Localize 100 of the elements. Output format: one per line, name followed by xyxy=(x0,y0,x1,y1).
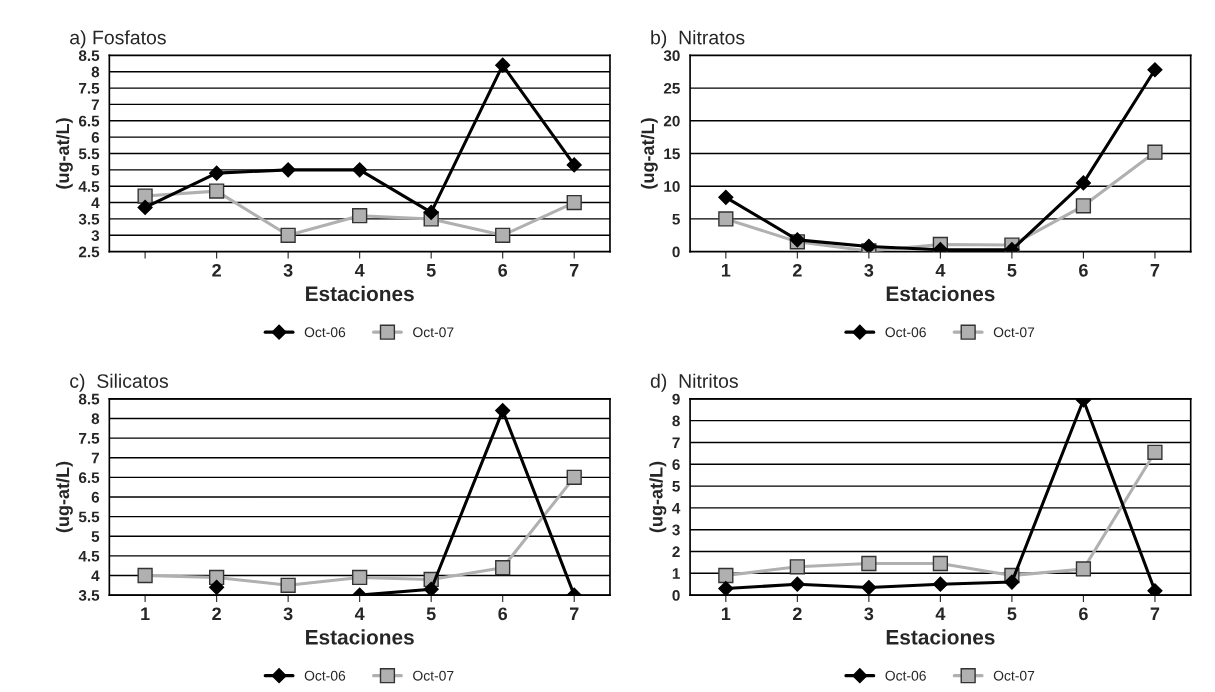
y-tick-label: 4 xyxy=(91,570,100,582)
point xyxy=(718,567,734,584)
chart-title: c) Silicatos xyxy=(70,373,168,392)
point xyxy=(1147,144,1163,160)
point xyxy=(861,579,877,596)
y-tick-label: 8.5 xyxy=(78,393,100,405)
x-tick-label: 7 xyxy=(569,607,579,621)
y-axis-title: (ug-at/L) xyxy=(55,461,73,533)
y-tick-label: 6 xyxy=(91,491,100,503)
legend-label: Oct-06 xyxy=(304,670,346,681)
y-tick-label: 8 xyxy=(91,413,100,425)
y-axis-title: (ug-at/L) xyxy=(55,118,73,189)
x-axis-title: Estaciones xyxy=(306,629,414,645)
point xyxy=(789,559,805,575)
x-tick-label: 6 xyxy=(1079,263,1088,277)
y-tick-label: 8 xyxy=(672,415,680,427)
x-tick-label: 2 xyxy=(212,263,221,277)
x-tick-label: 4 xyxy=(354,607,365,621)
point xyxy=(1075,198,1092,214)
point xyxy=(352,162,368,178)
point xyxy=(718,189,734,205)
y-tick-label: 8 xyxy=(91,66,100,78)
x-axis-title: Estaciones xyxy=(886,629,995,645)
x-tick-label: 2 xyxy=(212,607,221,621)
x-tick-label: 1 xyxy=(721,607,731,621)
legend-label: Oct-06 xyxy=(304,327,346,338)
y-axis-title: (ug-at/L) xyxy=(640,118,658,189)
point xyxy=(137,199,153,216)
y-tick-label: 3.5 xyxy=(78,589,100,601)
y-tick-label: 8.5 xyxy=(78,50,100,62)
y-tick-label: 4 xyxy=(91,197,100,209)
y-tick-label: 5 xyxy=(672,213,680,225)
point xyxy=(566,157,582,173)
y-tick-label: 7 xyxy=(91,452,99,464)
point xyxy=(1147,583,1163,596)
point xyxy=(137,567,153,584)
y-tick-label: 20 xyxy=(663,115,680,127)
y-tick-label: 4 xyxy=(672,502,681,514)
y-tick-label: 7.5 xyxy=(79,83,100,94)
legend-label: Oct-07 xyxy=(993,327,1035,338)
point xyxy=(1147,62,1163,78)
point xyxy=(280,227,296,243)
y-axis-title: (ug-at/L) xyxy=(649,461,667,533)
legend-label: Oct-07 xyxy=(413,670,454,681)
point xyxy=(280,162,296,178)
y-tick-label: 4.5 xyxy=(78,550,100,562)
point xyxy=(1004,574,1020,590)
point xyxy=(932,576,948,592)
x-tick-label: 6 xyxy=(1079,607,1088,621)
y-tick-label: 5 xyxy=(91,164,100,176)
y-tick-label: 3.5 xyxy=(78,213,100,225)
x-tick-label: 6 xyxy=(498,607,508,621)
point xyxy=(1075,561,1092,577)
point xyxy=(861,555,877,572)
point xyxy=(209,165,225,181)
y-tick-label: 0 xyxy=(672,246,680,258)
x-tick-label: 3 xyxy=(864,263,874,277)
point xyxy=(495,560,511,576)
x-tick-label: 4 xyxy=(935,264,946,277)
chart-title: d) Nitritos xyxy=(650,373,738,392)
point xyxy=(718,581,734,596)
x-tick-label: 4 xyxy=(354,264,365,277)
legend-label: Oct-06 xyxy=(885,327,926,338)
x-tick-label: 7 xyxy=(1150,607,1160,621)
x-axis-title: Estaciones xyxy=(886,285,995,302)
y-tick-label: 3 xyxy=(672,524,680,536)
y-tick-label: 5.5 xyxy=(78,148,100,160)
legend-label: Oct-07 xyxy=(413,327,454,338)
x-tick-label: 3 xyxy=(283,607,293,621)
x-tick-label: 5 xyxy=(1007,264,1017,277)
point xyxy=(137,188,153,204)
x-tick-label: 1 xyxy=(721,264,731,277)
x-tick-label: 1 xyxy=(141,607,150,621)
x-tick-label: 5 xyxy=(426,264,436,277)
y-tick-label: 7 xyxy=(672,437,680,448)
y-tick-label: 2.5 xyxy=(78,246,100,258)
point xyxy=(932,555,949,572)
point xyxy=(861,238,877,252)
y-tick-label: 5 xyxy=(91,531,100,542)
y-tick-label: 6 xyxy=(91,132,100,143)
point xyxy=(352,208,368,224)
y-tick-label: 30 xyxy=(663,50,680,62)
y-tick-label: 5.5 xyxy=(78,511,100,523)
y-tick-label: 6.5 xyxy=(78,472,100,484)
point xyxy=(352,569,368,586)
x-tick-label: 5 xyxy=(1007,607,1017,621)
legend-label: Oct-06 xyxy=(885,670,926,681)
chart-title: a) Fosfatos xyxy=(70,30,166,49)
y-tick-label: 1 xyxy=(672,568,680,579)
point xyxy=(208,183,225,199)
x-axis-title: Estaciones xyxy=(306,285,414,302)
chart-title: b) Nitratos xyxy=(651,30,745,49)
y-tick-label: 7.5 xyxy=(79,433,100,444)
point xyxy=(280,577,296,593)
x-tick-label: 2 xyxy=(792,263,802,277)
point xyxy=(1075,175,1091,191)
point xyxy=(209,579,225,595)
point xyxy=(566,469,582,485)
x-tick-label: 7 xyxy=(569,264,579,277)
point xyxy=(423,204,439,220)
